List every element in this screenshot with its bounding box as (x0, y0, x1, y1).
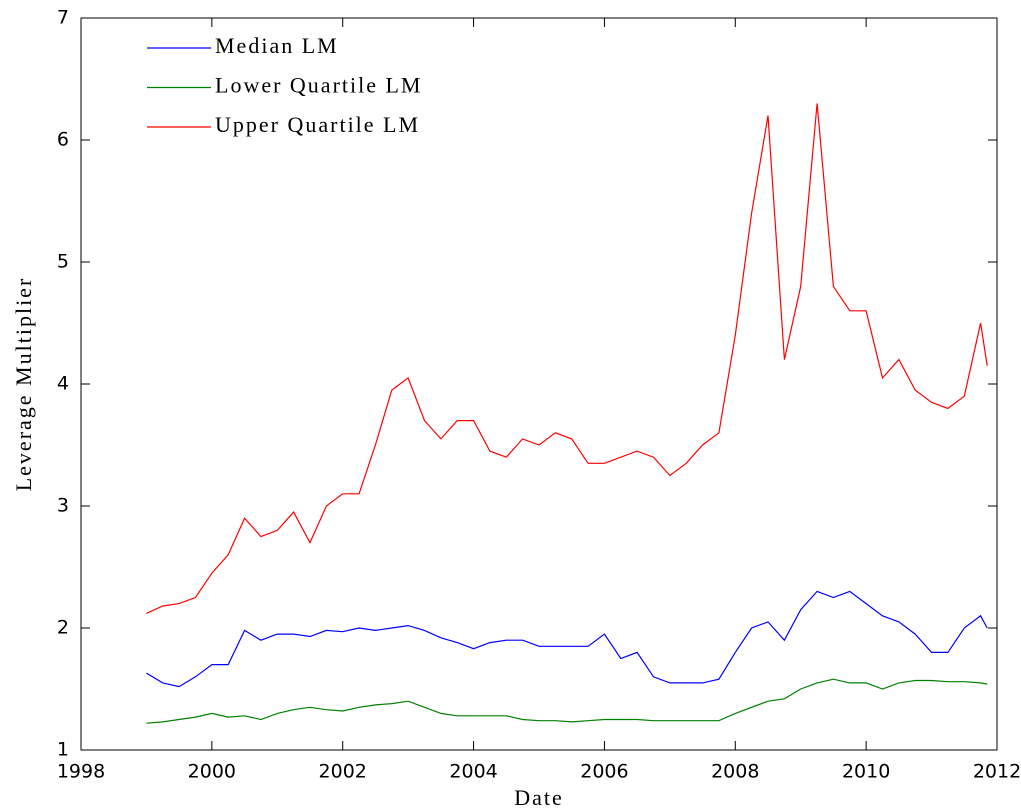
series-line (146, 590, 988, 688)
y-tick-label: 7 (57, 7, 69, 29)
x-tick-label: 1998 (57, 761, 105, 783)
y-tick-label: 5 (57, 251, 69, 273)
y-tick-label: 6 (57, 129, 69, 151)
x-tick-label: 2002 (319, 761, 367, 783)
series-line (146, 678, 988, 724)
x-tick-label: 2004 (449, 761, 497, 783)
x-axis-label: Date (514, 785, 564, 810)
x-tick-label: 2008 (711, 761, 759, 783)
x-tick-label: 2000 (188, 761, 236, 783)
x-tick-label: 2010 (842, 761, 890, 783)
x-tick-label: 2012 (973, 761, 1021, 783)
y-tick-label: 3 (57, 495, 69, 517)
legend-label: Median LM (215, 33, 339, 58)
y-tick-label: 2 (57, 617, 69, 639)
y-axis-label: Leverage Multiplier (11, 277, 36, 492)
legend-label: Upper Quartile LM (215, 112, 420, 137)
y-tick-label: 1 (57, 739, 69, 761)
y-tick-label: 4 (57, 373, 69, 395)
legend-label: Lower Quartile LM (215, 73, 423, 98)
series-line (146, 103, 988, 614)
x-tick-label: 2006 (580, 761, 628, 783)
